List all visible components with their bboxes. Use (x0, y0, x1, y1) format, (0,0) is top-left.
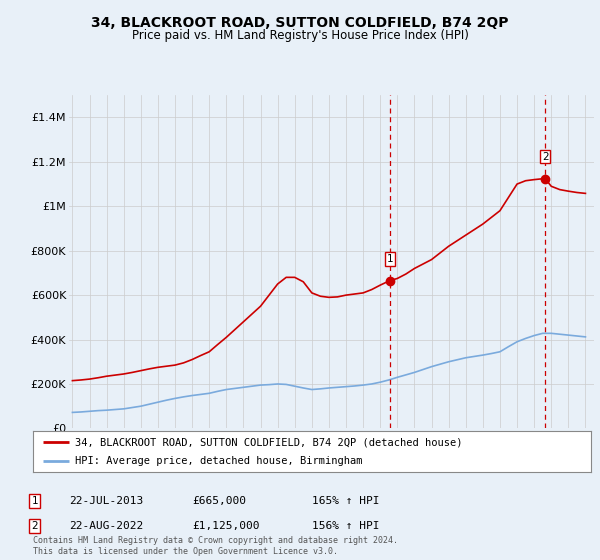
Text: 2: 2 (31, 521, 38, 531)
Text: 2: 2 (542, 152, 548, 162)
Text: £665,000: £665,000 (192, 496, 246, 506)
Text: 156% ↑ HPI: 156% ↑ HPI (312, 521, 380, 531)
Text: 22-AUG-2022: 22-AUG-2022 (69, 521, 143, 531)
Text: £1,125,000: £1,125,000 (192, 521, 260, 531)
Text: 34, BLACKROOT ROAD, SUTTON COLDFIELD, B74 2QP: 34, BLACKROOT ROAD, SUTTON COLDFIELD, B7… (91, 16, 509, 30)
Text: Price paid vs. HM Land Registry's House Price Index (HPI): Price paid vs. HM Land Registry's House … (131, 29, 469, 42)
Text: 1: 1 (31, 496, 38, 506)
Text: 34, BLACKROOT ROAD, SUTTON COLDFIELD, B74 2QP (detached house): 34, BLACKROOT ROAD, SUTTON COLDFIELD, B7… (75, 437, 463, 447)
Text: Contains HM Land Registry data © Crown copyright and database right 2024.
This d: Contains HM Land Registry data © Crown c… (33, 536, 398, 556)
Text: 165% ↑ HPI: 165% ↑ HPI (312, 496, 380, 506)
Text: HPI: Average price, detached house, Birmingham: HPI: Average price, detached house, Birm… (75, 456, 362, 465)
Text: 22-JUL-2013: 22-JUL-2013 (69, 496, 143, 506)
Text: 1: 1 (386, 254, 393, 264)
